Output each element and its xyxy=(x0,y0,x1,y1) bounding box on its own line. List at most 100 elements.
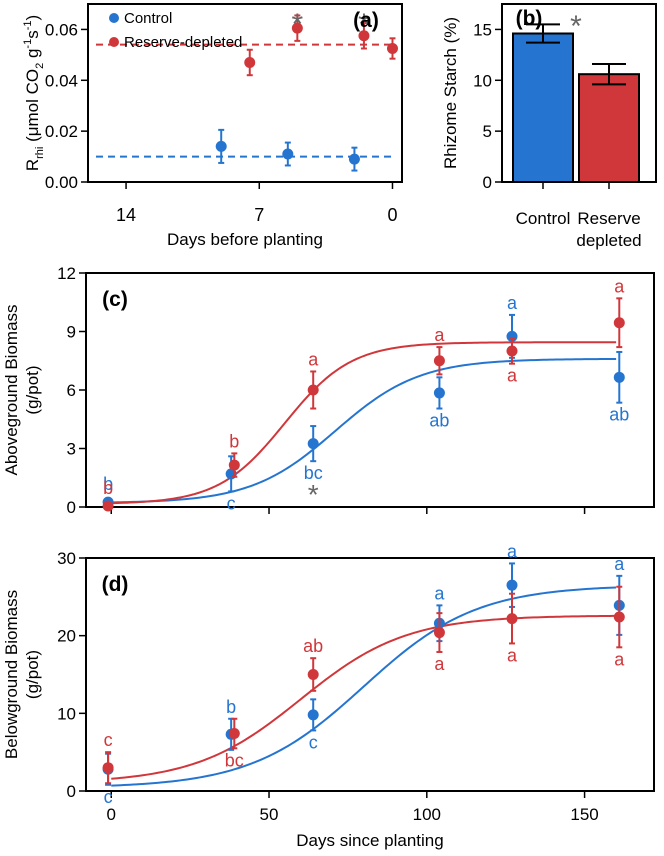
y-tick-label: 5 xyxy=(483,122,492,141)
bar-reserve xyxy=(578,73,640,183)
data-point xyxy=(102,500,114,512)
x-tick-label: 150 xyxy=(570,805,598,824)
data-point xyxy=(307,384,319,396)
significance-letter: ab xyxy=(429,411,449,431)
data-point xyxy=(215,140,227,152)
error-bar xyxy=(526,23,560,44)
y-tick-label: 12 xyxy=(57,264,76,283)
y-label-part: g xyxy=(23,49,42,63)
data-point xyxy=(228,459,240,471)
fit-curve-control xyxy=(111,586,617,787)
data-point xyxy=(433,355,445,367)
panel-d: 0 10 20 30 0 50 100 150 Days since planting Below… xyxy=(2,541,655,850)
x-category-label: Control xyxy=(516,209,571,228)
significance-letter: a xyxy=(614,554,625,574)
y-label-sub: rhi xyxy=(34,147,46,159)
data-point xyxy=(282,148,294,160)
significance-letter: a xyxy=(614,649,625,669)
y-tick-label: 30 xyxy=(57,549,76,568)
panel-label: (d) xyxy=(102,573,129,596)
data-point xyxy=(102,762,114,774)
significance-star: * xyxy=(570,10,582,43)
significance-star: * xyxy=(308,479,319,510)
data-point xyxy=(506,345,518,357)
data-point xyxy=(613,317,625,329)
panel-label: (a) xyxy=(353,9,379,32)
legend-label: Reserve-depleted xyxy=(124,34,242,51)
significance-letter: c xyxy=(309,732,318,752)
fit-curve-control xyxy=(111,357,617,504)
significance-letter: a xyxy=(507,366,518,386)
data-point xyxy=(307,709,319,721)
x-axis-label: Days since planting xyxy=(296,831,443,850)
y-tick-label: 0.02 xyxy=(45,122,78,141)
data-point xyxy=(307,669,319,680)
y-tick-label: 3 xyxy=(67,440,76,459)
fit-curve-reserve xyxy=(111,614,617,780)
significance-letter: c xyxy=(104,787,113,807)
y-axis-label: (g/pot) xyxy=(23,365,42,414)
y-tick-label: 15 xyxy=(473,20,492,39)
significance-letter: a xyxy=(614,276,625,296)
legend-marker xyxy=(109,13,119,23)
data-point xyxy=(506,579,518,591)
significance-letter: ab xyxy=(609,405,629,425)
legend-marker xyxy=(109,37,119,47)
plot-frame xyxy=(85,272,655,508)
y-tick-label: 10 xyxy=(57,704,76,723)
bar-control xyxy=(512,32,574,183)
significance-letter: ab xyxy=(303,636,323,656)
significance-letter: a xyxy=(308,349,319,369)
y-axis-label: (g/pot) xyxy=(23,650,42,699)
data-point xyxy=(433,387,445,399)
y-tick-label: 9 xyxy=(67,323,76,342)
x-category-label: Reserve xyxy=(577,209,640,228)
data-point xyxy=(613,611,625,623)
data-point xyxy=(291,22,303,34)
x-tick-label: 100 xyxy=(413,805,441,824)
significance-letter: a xyxy=(507,293,518,313)
significance-letter: b xyxy=(103,478,113,498)
y-tick-label: 0 xyxy=(67,498,76,517)
data-point xyxy=(307,438,319,450)
plot-frame xyxy=(87,3,403,183)
data-point xyxy=(613,371,625,383)
significance-letter: b xyxy=(103,474,113,494)
y-label-part: ) xyxy=(23,15,42,21)
x-tick-label: 50 xyxy=(260,805,279,824)
y-label-sub: 2 xyxy=(34,63,46,69)
data-point xyxy=(506,613,518,625)
x-category-label: depleted xyxy=(576,231,641,250)
significance-letter: bc xyxy=(304,463,323,483)
y-tick-label: 0.00 xyxy=(45,173,78,192)
panel-b: 0 5 10 15 Rhizome Starch (%) Control Reserve de… xyxy=(441,3,657,250)
y-tick-label: 6 xyxy=(67,381,76,400)
x-tick-label: 14 xyxy=(116,205,136,225)
y-axis-label: Rhizome Starch (%) xyxy=(441,17,460,169)
y-tick-label: 10 xyxy=(473,71,492,90)
significance-letter: bc xyxy=(225,750,244,770)
data-point xyxy=(244,56,256,68)
significance-letter: a xyxy=(434,325,445,345)
y-label-sup: -1 xyxy=(22,20,34,30)
significance-letter: a xyxy=(434,583,445,603)
y-tick-label: 0 xyxy=(67,782,76,801)
data-point xyxy=(228,728,240,740)
y-axis-label: Aboveground Biomass xyxy=(2,304,21,475)
panel-label: (c) xyxy=(102,288,128,311)
significance-letter: a xyxy=(434,654,445,674)
x-tick-label: 0 xyxy=(107,805,116,824)
x-axis-label: Days before planting xyxy=(167,230,323,249)
y-tick-label: 0 xyxy=(483,173,492,192)
legend-label: Control xyxy=(124,10,172,27)
data-point xyxy=(386,43,398,54)
panel-a: 0.00 0.02 0.04 0.06 14 7 0 Days before planting… xyxy=(22,3,403,249)
data-point xyxy=(358,30,370,42)
significance-letter: a xyxy=(507,645,518,665)
error-bar xyxy=(592,63,626,86)
significance-star: * xyxy=(291,8,303,41)
data-point xyxy=(433,627,445,639)
significance-letter: b xyxy=(229,431,239,451)
